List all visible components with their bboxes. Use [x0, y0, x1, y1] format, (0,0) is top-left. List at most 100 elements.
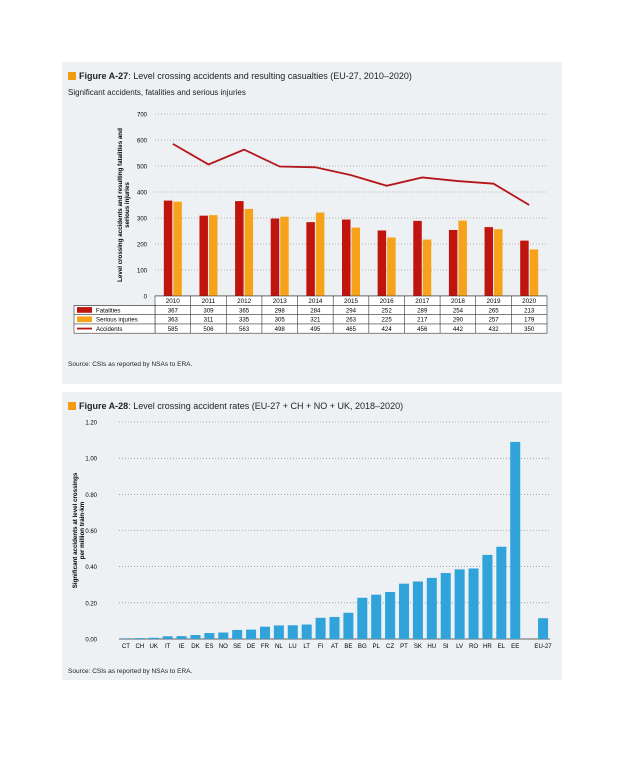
x-tick-label: SK [414, 643, 422, 650]
bar-uk [148, 637, 159, 639]
bar-fatalities [199, 215, 208, 296]
y-tick-label: 100 [137, 269, 148, 275]
x-tick-label: 2015 [344, 298, 359, 305]
figure-a28-title-text: : Level crossing accident rates (EU-27 +… [128, 401, 404, 411]
table-cell-value: 290 [453, 317, 464, 324]
x-tick-label: HR [483, 643, 492, 650]
table-cell-value: 254 [453, 307, 464, 314]
y-tick-label: 400 [137, 191, 148, 197]
bar-serious-injuries [529, 249, 539, 296]
table-cell-value: 350 [524, 326, 535, 333]
table-cell-value: 585 [168, 326, 179, 333]
bar-serious-injuries [458, 220, 467, 296]
figure-a27-source: Source: CSIs as reported by NSAs to ERA. [68, 361, 193, 368]
x-tick-label: EU-27 [534, 643, 552, 650]
bar-it [162, 636, 173, 639]
bar-fatalities [413, 220, 422, 296]
bar-se [232, 629, 243, 639]
figure-a27-panel: Figure A-27: Level crossing accidents an… [62, 62, 562, 384]
bar-serious-injuries [494, 229, 503, 296]
legend-swatch [77, 307, 92, 313]
bar-sk [412, 581, 423, 639]
table-cell-value: 179 [524, 317, 535, 324]
x-tick-label: SE [233, 643, 241, 650]
title-marker-icon [68, 402, 76, 410]
bar-fi [315, 617, 326, 639]
table-cell-value: 363 [168, 317, 179, 324]
x-tick-label: NO [219, 643, 228, 650]
legend-label: Serious injuries [96, 317, 138, 324]
bar-ch [134, 638, 145, 639]
bar-fr [259, 626, 270, 639]
x-tick-label: 2013 [273, 298, 288, 305]
y-tick-label: 0.00 [85, 638, 97, 644]
x-tick-label: FI [318, 643, 324, 650]
x-tick-label: 2011 [202, 298, 216, 305]
table-cell-value: 498 [275, 326, 286, 333]
y-tick-label: 600 [137, 139, 148, 145]
y-tick-label: 500 [137, 165, 148, 171]
figure-a27-chart: 0 100 200 300 400 500 600 700 Level crossing acc… [73, 113, 548, 334]
bar-ro [468, 568, 479, 639]
y-tick-label: 200 [137, 243, 148, 249]
figure-a28-panel: Figure A-28: Level crossing accident rat… [62, 392, 562, 680]
table-cell-value: 442 [453, 326, 464, 333]
table-cell-value: 252 [382, 307, 393, 314]
bar-serious-injuries [208, 215, 218, 296]
y-tick-label: 1.00 [85, 457, 97, 463]
table-cell-value: 294 [346, 307, 357, 314]
table-cell-value: 217 [417, 317, 428, 324]
bar-es [204, 633, 215, 639]
x-tick-label: 2018 [451, 298, 466, 305]
y-tick-label: 0.20 [85, 601, 97, 607]
bar-serious-injuries [315, 212, 325, 296]
table-cell-value: 265 [488, 307, 499, 314]
bar-cz [385, 591, 396, 639]
y-axis-label-line: per million train-km [79, 501, 86, 559]
x-tick-label: DE [247, 643, 255, 650]
table-cell-value: 367 [168, 307, 179, 314]
x-tick-label: 2016 [380, 298, 395, 305]
x-tick-label: 2020 [522, 298, 537, 305]
x-tick-label: PL [372, 643, 380, 650]
table-cell-value: 263 [346, 317, 357, 324]
table-cell-value: 456 [417, 326, 428, 333]
table-cell-value: 465 [346, 326, 357, 333]
figure-a27-title-text: : Level crossing accidents and resulting… [128, 71, 412, 81]
table-cell-value: 311 [204, 317, 214, 324]
y-tick-label: 1.20 [85, 421, 97, 427]
x-tick-label: IE [179, 643, 185, 650]
bar-serious-injuries [280, 216, 289, 296]
y-tick-label: 300 [137, 217, 148, 223]
x-tick-label: AT [331, 643, 339, 650]
y-axis-label-line: Significant accidents at level crossings [72, 472, 79, 588]
bar-nl [273, 625, 284, 639]
x-tick-label: HU [427, 643, 436, 650]
x-tick-label: UK [150, 643, 158, 650]
y-tick-label: 0.60 [85, 529, 97, 535]
bar-ct [120, 638, 131, 639]
x-tick-label: EE [511, 643, 519, 650]
x-tick-label: DK [191, 643, 199, 650]
table-cell-value: 309 [203, 307, 214, 314]
figure-a28-label: Figure A-28 [79, 401, 129, 411]
x-tick-label: 2017 [415, 298, 430, 305]
x-tick-label: BG [358, 643, 367, 650]
bar-fatalities [235, 201, 244, 296]
legend-label: Accidents [96, 326, 122, 333]
x-tick-label: CH [135, 643, 144, 650]
bar-fatalities [520, 240, 529, 296]
bar-serious-injuries [244, 208, 254, 296]
bar-serious-injuries [387, 237, 396, 296]
bar-fatalities [448, 229, 458, 296]
table-cell-value: 506 [203, 326, 214, 333]
figure-a27-label: Figure A-27 [79, 71, 129, 81]
y-tick-label: 700 [137, 113, 148, 119]
y-axis-label: Level crossing accidents and resulting f… [117, 128, 131, 282]
bar-be [343, 612, 354, 639]
table-cell-value: 432 [488, 326, 499, 333]
bar-fatalities [306, 222, 315, 296]
bar-no [218, 632, 229, 639]
x-tick-label: RO [469, 643, 478, 650]
y-axis-label-line: Level crossing accidents and resulting f… [117, 128, 124, 282]
